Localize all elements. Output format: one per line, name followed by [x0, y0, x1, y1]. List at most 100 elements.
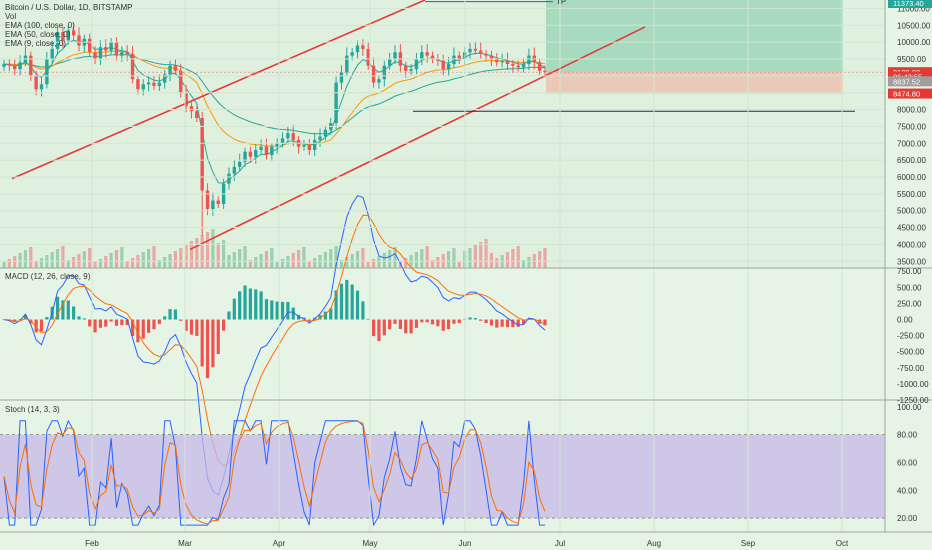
macd-histogram-bar — [141, 319, 145, 339]
volume-bar — [366, 262, 370, 268]
volume-bar — [163, 257, 167, 268]
price-tick-label: 10500.00 — [897, 21, 931, 30]
volume-bar — [82, 251, 86, 268]
macd-histogram-bar — [152, 319, 156, 330]
volume-bar — [511, 249, 515, 268]
macd-histogram-bar — [179, 319, 183, 321]
stoch-tick-label: 20.00 — [897, 514, 918, 523]
macd-histogram-bar — [280, 301, 285, 320]
volume-bar — [13, 256, 17, 268]
candle-body — [66, 30, 70, 41]
macd-histogram-bar — [93, 319, 97, 333]
macd-pane[interactable] — [2, 195, 547, 497]
volume-bar — [377, 256, 381, 268]
volume-bar — [66, 260, 70, 268]
price-tick-label: 5000.00 — [897, 207, 926, 216]
x-tick-label: May — [362, 539, 377, 548]
candle-body — [393, 52, 397, 59]
stoch-tick-label: 40.00 — [897, 486, 918, 495]
candle-body — [334, 82, 338, 124]
volume-bar — [425, 246, 429, 268]
macd-histogram-bar — [29, 319, 33, 324]
volume-bar — [147, 249, 151, 268]
volume-bar — [23, 250, 28, 268]
volume-bar — [280, 259, 285, 268]
candle-body — [318, 136, 322, 140]
lower-trendline[interactable] — [189, 26, 646, 251]
candle-body — [146, 82, 151, 85]
macd-histogram-bar — [227, 311, 231, 320]
candle-body — [77, 35, 81, 46]
candle-body — [473, 48, 478, 51]
macd-histogram-bar — [259, 291, 263, 320]
macd-histogram-bar — [452, 319, 456, 324]
candle-body — [537, 62, 542, 71]
macd-histogram-bar — [388, 319, 392, 330]
volume-bar — [2, 262, 6, 268]
macd-histogram-bar — [72, 306, 76, 320]
macd-histogram-bar — [232, 298, 236, 320]
macd-histogram-bar — [114, 319, 119, 326]
volume-bar — [489, 253, 494, 268]
price-pane[interactable]: TP — [0, 0, 885, 268]
macd-histogram-bar — [136, 319, 140, 343]
macd-histogram-bar — [98, 319, 103, 328]
stoch-tick-label: 80.00 — [897, 431, 918, 440]
macd-tick-label: -750.00 — [897, 364, 925, 373]
candle-body — [409, 69, 413, 71]
volume-bar — [104, 256, 108, 268]
volume-bar — [55, 249, 60, 268]
volume-bar — [29, 247, 33, 268]
volume-bar — [495, 258, 499, 268]
candle-body — [339, 72, 344, 83]
candle-body — [484, 53, 488, 56]
candle-body — [195, 111, 199, 118]
macd-histogram-bar — [216, 319, 220, 355]
macd-histogram-bar — [157, 319, 161, 324]
candle-body — [521, 64, 526, 68]
candle-body — [216, 200, 220, 204]
target-label: TP — [556, 0, 566, 6]
macd-histogram-bar — [323, 311, 327, 320]
stoch-k-line — [3, 419, 545, 527]
volume-bar — [120, 247, 124, 268]
candle-body — [109, 42, 113, 51]
macd-tick-label: 750.00 — [897, 267, 922, 276]
volume-bar — [184, 244, 188, 268]
macd-histogram-bar — [270, 300, 274, 320]
macd-histogram-bar — [334, 290, 338, 320]
candle-body — [511, 64, 515, 66]
stoch-tick-label: 100.00 — [897, 403, 922, 412]
candle-body — [505, 60, 510, 65]
candle-body — [61, 32, 65, 41]
candle-body — [452, 55, 456, 65]
candle-body — [355, 45, 360, 53]
upper-trendline[interactable] — [11, 0, 426, 180]
candle-body — [248, 151, 253, 157]
macd-histogram-bar — [398, 319, 402, 329]
macd-histogram-bar — [495, 319, 499, 328]
candle-body — [168, 65, 172, 75]
candle-body — [136, 79, 140, 90]
stoch-pane[interactable] — [0, 419, 885, 527]
volume-bar — [275, 262, 279, 268]
volume-bar — [414, 252, 419, 268]
x-tick-label: Aug — [647, 539, 661, 548]
volume-bar — [18, 253, 22, 268]
candle-body — [141, 84, 145, 90]
volume-bar — [420, 249, 424, 268]
macd-histogram-bar — [350, 284, 354, 320]
candle-body — [184, 92, 188, 107]
candle-body — [157, 82, 162, 86]
volume-bar — [157, 260, 161, 268]
price-axis-label — [888, 76, 932, 87]
macd-histogram-bar — [516, 319, 520, 327]
macd-histogram-bar — [543, 319, 547, 326]
candle-body — [55, 32, 60, 49]
candle-body — [286, 133, 290, 139]
candle-body — [366, 48, 370, 66]
candle-body — [500, 60, 504, 63]
candle-body — [441, 60, 445, 70]
legend-ema9: EMA (9, close, 0) — [5, 39, 66, 48]
